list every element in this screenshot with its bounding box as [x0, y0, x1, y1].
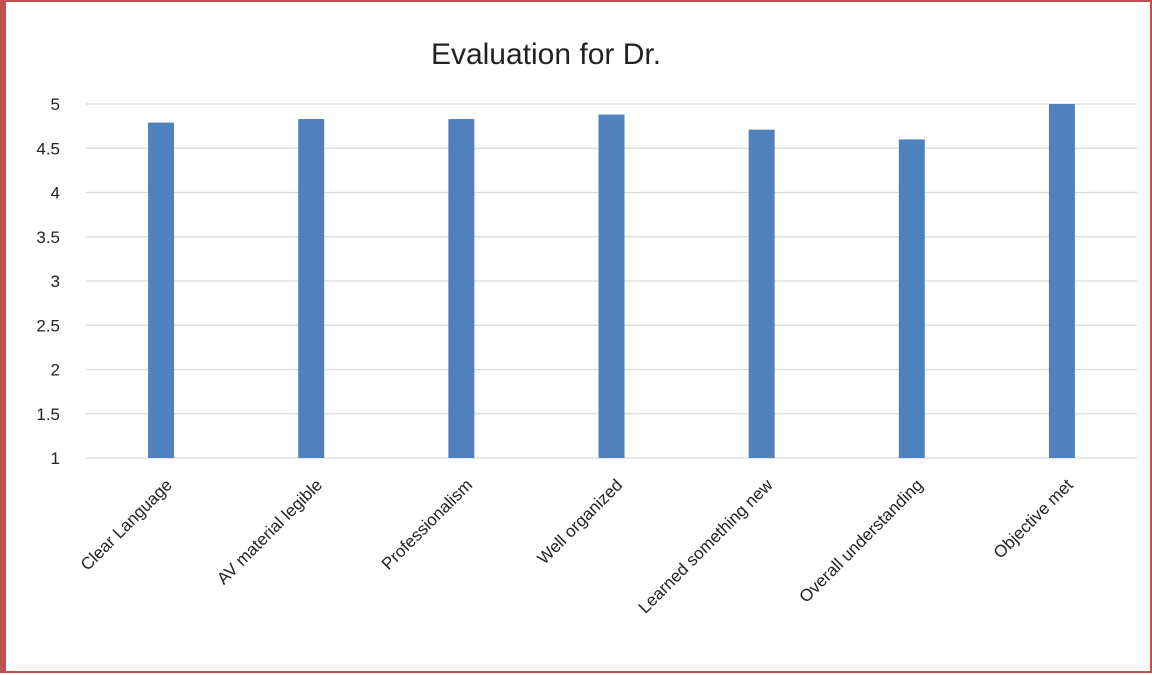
bar: [748, 129, 775, 458]
y-tick-label: 2.5: [36, 316, 60, 335]
x-category-label: Professionalism: [378, 475, 476, 573]
y-tick-label: 2: [51, 361, 60, 380]
y-tick-label: 4: [51, 184, 60, 203]
x-category-label: Clear Language: [77, 475, 176, 574]
x-category-label: AV material legible: [213, 475, 326, 588]
bar: [1048, 104, 1075, 458]
y-tick-label: 4.5: [36, 139, 60, 158]
y-tick-label: 1.5: [36, 405, 60, 424]
x-category-label: Objective met: [990, 475, 1077, 562]
bar: [448, 119, 475, 459]
bar-chart: Evaluation for Dr. 1 1.5 2 2.5 3 3.5 4 4.5 5 Cle…: [36, 38, 1137, 617]
y-tick-label: 1: [51, 449, 60, 468]
x-category-label: Learned something new: [635, 475, 777, 617]
x-category-label: Well organized: [534, 475, 627, 568]
bar: [898, 139, 925, 458]
x-axis-labels: Clear Language AV material legible Profess…: [77, 475, 1077, 617]
x-category-label: Overall understanding: [796, 475, 927, 606]
y-axis-ticks: 1 1.5 2 2.5 3 3.5 4 4.5 5: [36, 95, 60, 468]
y-tick-label: 3.5: [36, 228, 60, 247]
y-tick-label: 3: [51, 272, 60, 291]
chart-title: Evaluation for Dr.: [431, 38, 661, 71]
bar: [598, 114, 625, 459]
bar: [298, 119, 325, 459]
bars: [148, 104, 1075, 459]
bar: [148, 122, 175, 459]
y-tick-label: 5: [51, 95, 60, 114]
